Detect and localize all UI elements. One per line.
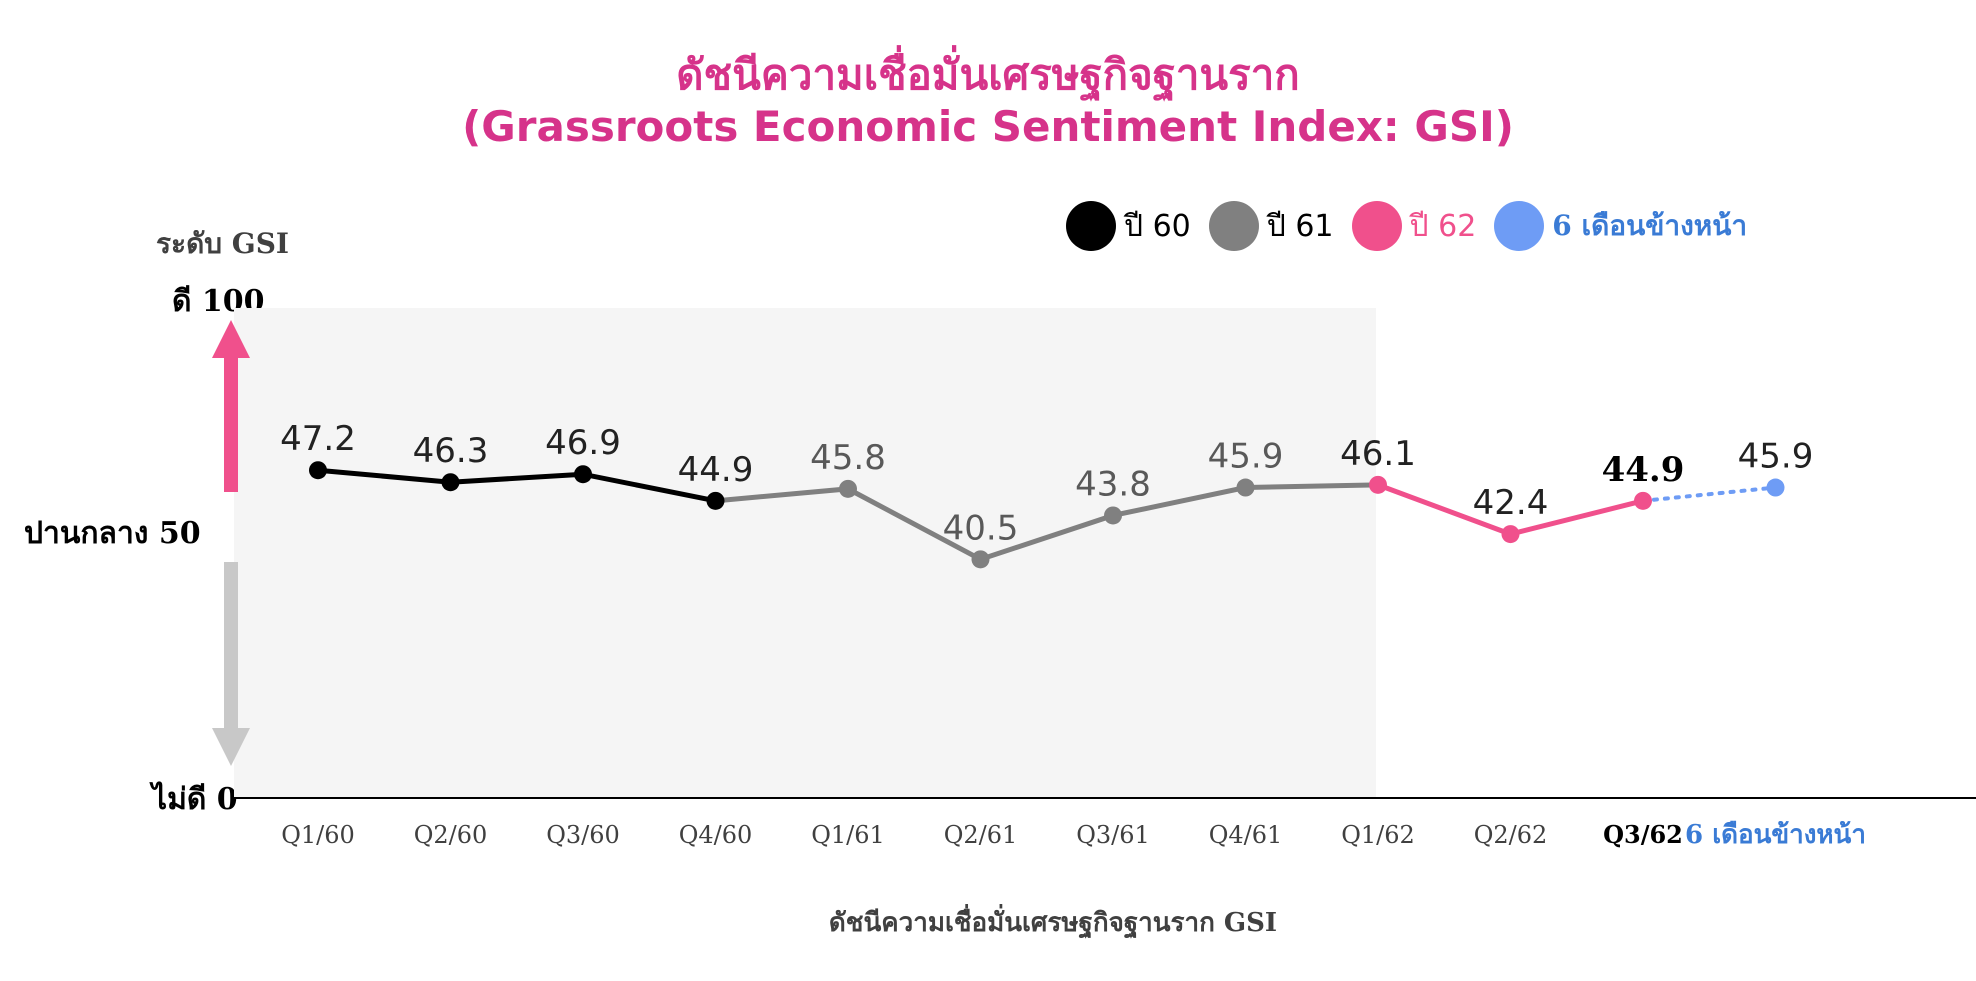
legend-item: 6 เดือนข้างหน้า	[1494, 201, 1747, 251]
series-line	[1641, 485, 1778, 503]
x-tick-label: Q2/62	[1474, 821, 1548, 849]
y-label-bad: ไม่ดี 0	[152, 782, 238, 817]
down-arrow-icon	[212, 728, 250, 766]
data-point	[1501, 525, 1520, 544]
legend-item: ปี 62	[1351, 201, 1477, 251]
data-point	[971, 550, 990, 569]
legend: ปี 60 ปี 61 ปี 62 6 เดือนข้างหน้า	[1066, 200, 1755, 252]
legend-label: ปี 61	[1266, 208, 1334, 244]
legend-dot-icon	[1351, 201, 1402, 251]
series-line	[713, 482, 1381, 563]
data-label: 40.5	[943, 508, 1019, 548]
legend-item: ปี 61	[1208, 201, 1334, 251]
up-arrow-icon	[212, 320, 250, 358]
legend-dot-icon	[1208, 201, 1259, 251]
legend-label: ปี 60	[1124, 208, 1191, 244]
x-tick-label: Q3/61	[1076, 821, 1150, 849]
data-point	[441, 473, 460, 492]
data-label: 43.8	[1075, 464, 1151, 504]
y-axis-title: ระดับ GSI	[156, 227, 290, 260]
data-label: 46.3	[413, 431, 489, 471]
data-point	[574, 465, 592, 484]
x-tick-label: Q2/61	[944, 821, 1018, 849]
data-label: 46.1	[1340, 434, 1416, 474]
data-point	[839, 479, 857, 498]
legend-item: ปี 60	[1066, 201, 1191, 251]
x-tick-label: Q4/61	[1209, 821, 1283, 849]
data-label: 42.4	[1473, 483, 1549, 523]
data-point	[1634, 491, 1652, 510]
data-label: 46.9	[545, 423, 621, 463]
x-axis-title: ดัชนีความเชื่อมั่นเศรษฐกิจฐานราก GSI	[828, 908, 1278, 938]
data-label: 44.9	[1602, 450, 1685, 490]
x-tick-label: Q3/60	[546, 821, 620, 849]
x-tick-label: Q1/62	[1341, 821, 1415, 849]
data-label: 44.9	[678, 450, 754, 490]
data-label: 45.9	[1208, 437, 1284, 477]
y-label-mid: ปานกลาง 50	[24, 516, 201, 551]
x-tick-label: Q1/60	[281, 821, 355, 849]
x-tick-label: Q1/61	[811, 821, 885, 849]
data-point	[1104, 506, 1122, 525]
data-point	[1369, 475, 1387, 494]
up-arrow-shaft	[224, 354, 238, 492]
data-point	[1766, 478, 1785, 497]
data-label: 47.2	[280, 419, 356, 459]
down-arrow-shaft	[224, 562, 238, 732]
x-tick-label: Q3/62	[1603, 820, 1683, 849]
legend-label: ปี 62	[1409, 208, 1477, 244]
data-label: 45.9	[1738, 437, 1814, 477]
series-line	[315, 467, 718, 504]
chart-title-thai: ดัชนีความเชื่อมั่นเศรษฐกิจฐานราก	[676, 50, 1300, 99]
x-tick-label: 6 เดือนข้างหน้า	[1685, 820, 1866, 850]
data-label: 45.8	[810, 438, 886, 478]
chart-title-english: (Grassroots Economic Sentiment Index: GS…	[462, 102, 1514, 151]
legend-label: 6 เดือนข้างหน้า	[1552, 209, 1748, 242]
legend-dot-icon	[1066, 201, 1116, 251]
data-point	[309, 461, 327, 480]
plot-background	[234, 308, 1376, 798]
x-tick-label: Q4/60	[679, 821, 753, 849]
data-point	[706, 491, 725, 510]
x-tick-label: Q2/60	[414, 821, 488, 849]
legend-dot-icon	[1494, 201, 1545, 251]
data-point	[1236, 478, 1255, 497]
